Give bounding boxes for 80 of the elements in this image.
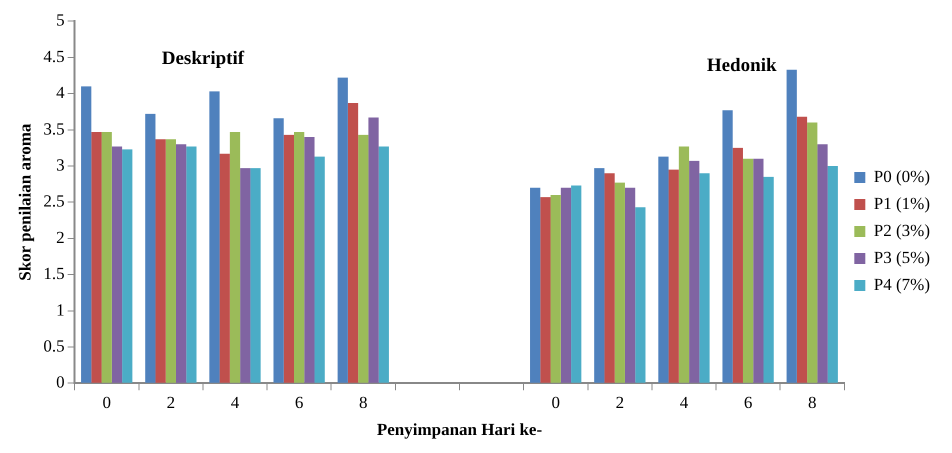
bar <box>560 188 572 383</box>
bar <box>689 160 700 383</box>
x-tick-label: 8 <box>359 392 368 412</box>
bar <box>176 144 186 383</box>
y-tick-label: 4 <box>56 83 66 102</box>
x-tick-label: 2 <box>166 392 176 412</box>
x-tick-label: 6 <box>294 392 304 412</box>
bar <box>368 117 379 383</box>
bar <box>807 122 818 383</box>
bar <box>635 207 646 383</box>
bar <box>699 173 710 383</box>
y-tick-label: 1.5 <box>43 264 65 284</box>
bar <box>314 156 325 383</box>
bar <box>550 194 561 383</box>
x-tick-label: 4 <box>230 392 240 412</box>
bar <box>145 114 156 383</box>
y-tick-label: 4.5 <box>43 46 65 66</box>
y-tick-label: 0 <box>56 372 65 392</box>
y-tick-label: 5 <box>56 10 65 30</box>
bar <box>594 168 604 383</box>
x-axis-title: Penyimpanan Hari ke- <box>376 420 542 440</box>
bar <box>81 86 92 383</box>
bar <box>530 188 540 383</box>
bar <box>294 132 304 383</box>
bar <box>786 70 797 383</box>
bar <box>304 137 315 383</box>
bar <box>540 197 551 383</box>
bar <box>338 78 348 383</box>
bar <box>230 132 240 383</box>
bar <box>358 134 368 383</box>
bar <box>678 146 690 383</box>
bar <box>732 148 743 383</box>
bar <box>112 146 122 383</box>
bar <box>753 158 764 383</box>
bar <box>764 176 774 383</box>
annotation: Deskriptif <box>162 48 245 70</box>
y-tick-label: 0.5 <box>43 336 65 356</box>
x-tick-label: 8 <box>808 392 816 412</box>
bar <box>220 154 230 383</box>
y-tick-label: 1 <box>56 300 65 320</box>
bar <box>91 132 102 383</box>
legend-label: P2 (3%) <box>874 220 930 240</box>
x-tick-label: 2 <box>616 392 624 412</box>
bar <box>571 186 582 383</box>
y-tick-label: 3 <box>56 155 65 174</box>
bar <box>186 146 197 383</box>
bar <box>817 144 828 383</box>
y-tick-label: 3.5 <box>43 119 65 138</box>
bar <box>624 188 636 383</box>
bar <box>796 116 808 383</box>
annotation: Hedonik <box>706 55 777 76</box>
bar <box>155 139 166 383</box>
bar <box>348 103 358 383</box>
bar <box>722 110 733 383</box>
x-tick-label: 0 <box>102 392 111 412</box>
bar <box>614 182 625 383</box>
legend-label: P3 (5%) <box>874 248 930 267</box>
legend-label: P0 (0%) <box>874 166 930 186</box>
bar <box>240 168 250 383</box>
x-tick-label: 0 <box>551 392 560 412</box>
legend-label: P1 (1%) <box>874 194 930 213</box>
legend-label: P4 (7%) <box>874 274 930 294</box>
bar <box>668 170 679 383</box>
bar <box>284 134 294 383</box>
bar <box>658 156 669 383</box>
bar <box>828 166 838 383</box>
y-tick-label: 2 <box>56 228 65 247</box>
x-tick-label: 6 <box>744 392 752 412</box>
bar <box>166 139 176 383</box>
bar <box>250 168 261 383</box>
bar <box>209 91 220 383</box>
bar <box>102 132 112 383</box>
y-tick-label: 2.5 <box>43 192 65 211</box>
bar <box>742 158 754 383</box>
x-tick-label: 4 <box>680 392 689 412</box>
bar <box>122 149 132 383</box>
bar <box>273 118 284 383</box>
bar <box>604 173 615 383</box>
y-axis-title: Skor penilaian aroma <box>16 123 35 281</box>
bar <box>378 146 389 383</box>
